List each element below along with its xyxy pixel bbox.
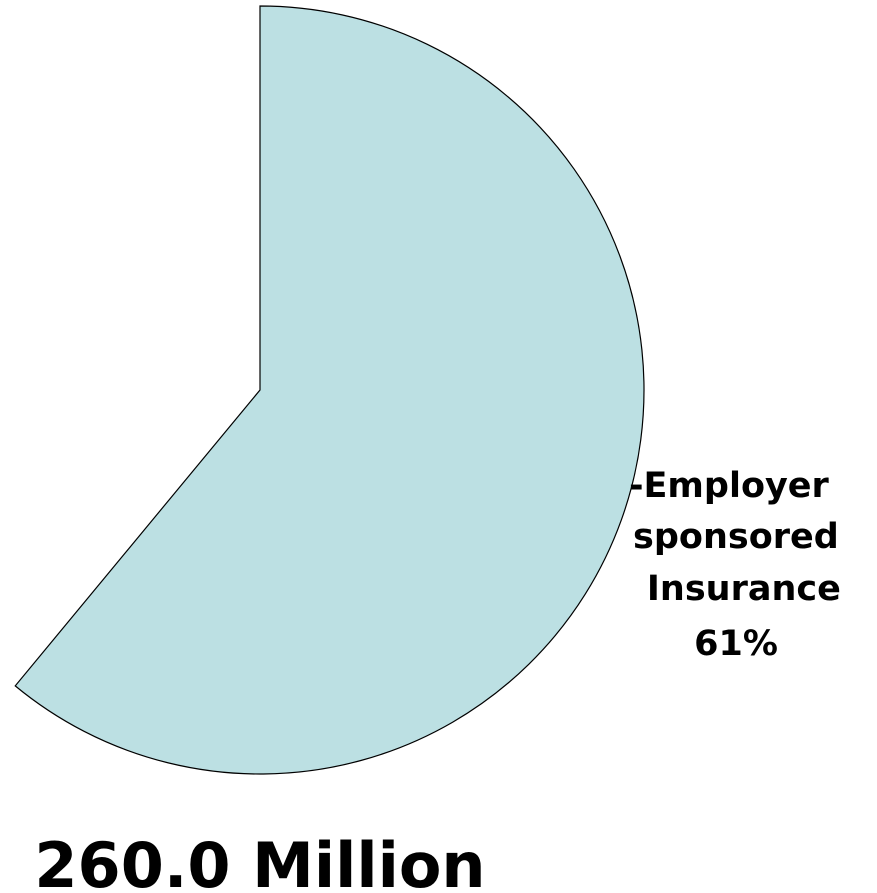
total-label: 260.0 Million xyxy=(34,829,485,893)
slice-label-line-3: Insurance xyxy=(647,569,841,609)
pie-slices xyxy=(14,5,645,775)
slice-label-employer-sponsored: -Employer sponsored Insurance 61% xyxy=(629,466,853,664)
slice-label-line-2: sponsored xyxy=(633,517,839,557)
slice-label-percent: 61% xyxy=(694,624,778,664)
slice-label-line-1: -Employer xyxy=(629,466,830,506)
pie-slice-0 xyxy=(14,5,645,775)
